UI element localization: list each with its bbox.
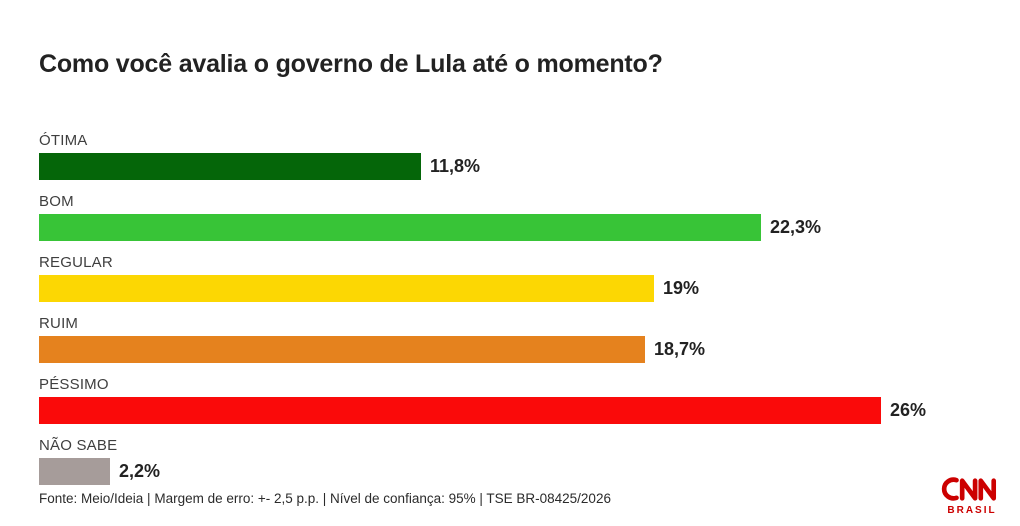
bar	[39, 336, 645, 363]
cnn-logo-subtext: BRASIL	[947, 505, 997, 516]
bar-line: 26%	[39, 397, 979, 424]
bar-line: 18,7%	[39, 336, 979, 363]
bar	[39, 458, 110, 485]
bar-row: REGULAR 19%	[39, 254, 979, 302]
bar-row: PÉSSIMO 26%	[39, 376, 979, 424]
bar-row: NÃO SABE 2,2%	[39, 437, 979, 485]
value-label: 18,7%	[654, 339, 706, 359]
bar	[39, 214, 761, 241]
value-label: 2,2%	[119, 461, 161, 481]
bar-row: ÓTIMA 11,8%	[39, 132, 979, 180]
cnn-logo-icon	[941, 477, 997, 501]
value-label: 22,3%	[770, 217, 822, 237]
bar-line: 2,2%	[39, 458, 979, 485]
category-label: ÓTIMA	[39, 132, 88, 149]
category-label: BOM	[39, 193, 74, 210]
bar-row: BOM 22,3%	[39, 193, 979, 241]
bar-chart: ÓTIMA 11,8% BOM 22,3% REGULAR 19% RUIM 18,7% PÉS…	[39, 132, 979, 498]
bar-line: 22,3%	[39, 214, 979, 241]
bar-line: 19%	[39, 275, 979, 302]
value-label: 11,8%	[430, 156, 481, 176]
category-label: NÃO SABE	[39, 437, 118, 454]
category-label: RUIM	[39, 315, 79, 332]
value-label: 26%	[890, 400, 927, 420]
category-label: REGULAR	[39, 254, 113, 271]
page-title: Como você avalia o governo de Lula até o…	[39, 50, 663, 78]
bar	[39, 397, 881, 424]
bar	[39, 275, 654, 302]
source-note: Fonte: Meio/Ideia | Margem de erro: +- 2…	[39, 491, 611, 506]
value-label: 19%	[663, 278, 700, 298]
bar-row: RUIM 18,7%	[39, 315, 979, 363]
bar-line: 11,8%	[39, 153, 979, 180]
cnn-brasil-logo: BRASIL	[941, 473, 1003, 516]
bar	[39, 153, 421, 180]
category-label: PÉSSIMO	[39, 376, 109, 393]
